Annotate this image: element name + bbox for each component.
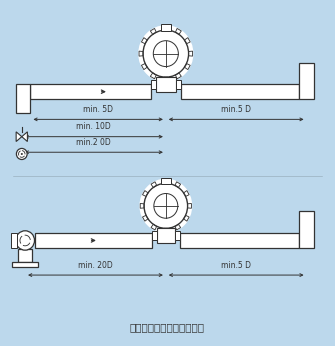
Circle shape [16, 148, 27, 160]
Bar [16, 84, 30, 113]
Polygon shape [140, 203, 144, 208]
Bar [161, 24, 171, 31]
Bar [12, 262, 38, 267]
Polygon shape [22, 132, 27, 142]
Polygon shape [188, 203, 191, 208]
Text: min. 10D: min. 10D [76, 122, 111, 131]
Circle shape [139, 26, 193, 81]
Polygon shape [184, 215, 189, 221]
Polygon shape [141, 38, 147, 44]
Text: min. 5D: min. 5D [83, 105, 113, 114]
Polygon shape [184, 191, 189, 197]
Polygon shape [142, 215, 148, 221]
Polygon shape [185, 38, 190, 44]
Polygon shape [163, 77, 168, 81]
Polygon shape [142, 191, 148, 197]
Polygon shape [175, 224, 181, 230]
Polygon shape [176, 28, 181, 34]
Bar [151, 80, 156, 89]
Text: min.2 0D: min.2 0D [76, 138, 111, 147]
Bar [156, 228, 175, 243]
Bar [161, 178, 171, 184]
Bar [180, 233, 299, 248]
Polygon shape [176, 73, 181, 79]
Polygon shape [175, 182, 181, 188]
Polygon shape [189, 51, 193, 56]
Circle shape [140, 179, 192, 233]
Polygon shape [16, 132, 22, 142]
Polygon shape [163, 228, 168, 232]
Bar [299, 63, 314, 99]
Bar [35, 233, 152, 248]
Bar [299, 211, 314, 248]
Bar [175, 231, 180, 240]
Bar [156, 77, 176, 92]
Circle shape [21, 153, 22, 155]
Text: min.5 D: min.5 D [221, 105, 251, 114]
Polygon shape [163, 180, 168, 183]
Text: 弯管、阀门和泵之间的安装: 弯管、阀门和泵之间的安装 [130, 322, 205, 332]
Bar [176, 80, 181, 89]
Polygon shape [150, 73, 156, 79]
Polygon shape [139, 51, 143, 56]
Polygon shape [151, 224, 157, 230]
Bar [18, 249, 32, 262]
Bar [30, 84, 151, 99]
Polygon shape [185, 64, 190, 70]
Polygon shape [150, 28, 156, 34]
Polygon shape [163, 26, 168, 30]
Circle shape [16, 231, 35, 250]
Bar [11, 233, 17, 248]
Text: min.5 D: min.5 D [221, 261, 251, 270]
Bar [152, 231, 156, 240]
Polygon shape [151, 182, 157, 188]
Bar [181, 84, 299, 99]
Polygon shape [141, 64, 147, 70]
Text: min. 20D: min. 20D [78, 261, 113, 270]
